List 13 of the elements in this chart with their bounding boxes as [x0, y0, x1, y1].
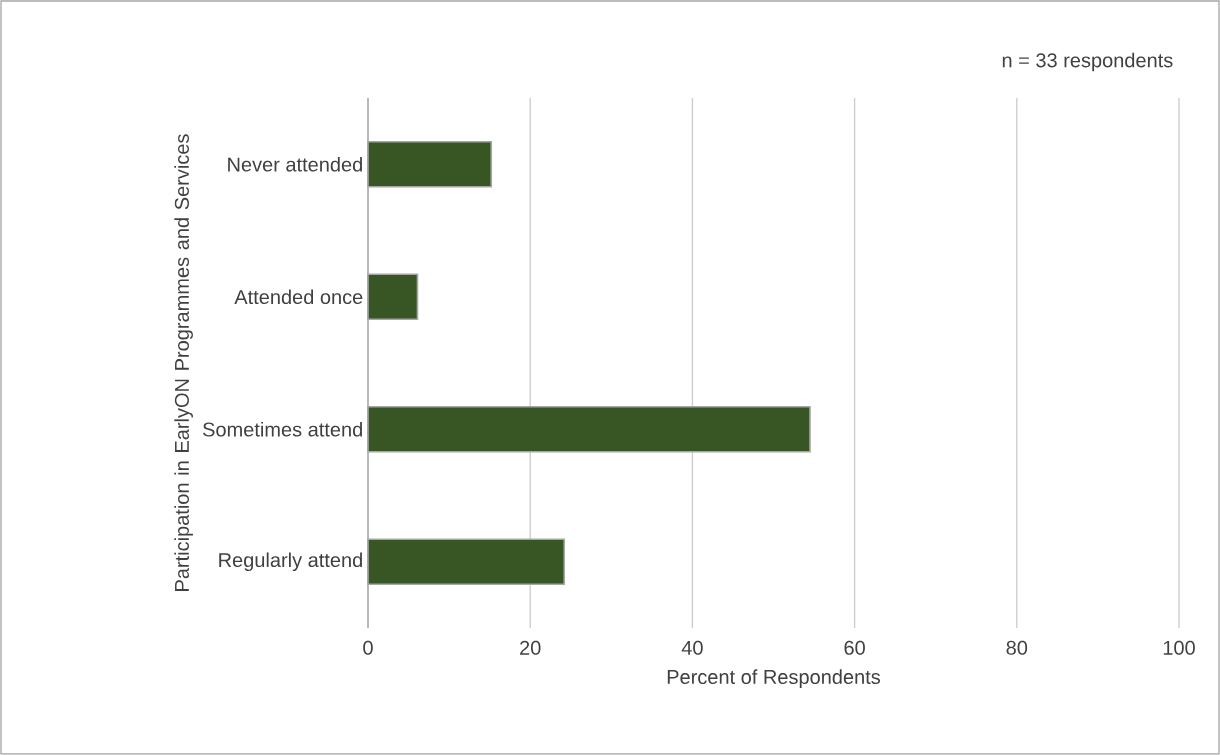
y-tick-label: Attended once — [234, 289, 363, 305]
x-tick-label: 0 — [363, 640, 373, 655]
y-axis-title: Participation in EarlyON Programmes and Services — [174, 134, 193, 591]
y-tick-label: Never attended — [228, 156, 362, 172]
x-tick-label: 100 — [1163, 640, 1195, 655]
x-axis-title: Percent of Respondents — [667, 669, 881, 688]
x-tick-label: 60 — [844, 640, 865, 655]
text: n = 33 respondents — [1002, 52, 1173, 72]
x-tick-label: 80 — [1006, 640, 1028, 655]
y-tick-label: Sometimes attend — [203, 421, 362, 437]
x-tick-label: 20 — [520, 640, 541, 655]
x-tick-label: 40 — [681, 640, 703, 655]
y-tick-label: Regularly attend — [219, 552, 362, 572]
